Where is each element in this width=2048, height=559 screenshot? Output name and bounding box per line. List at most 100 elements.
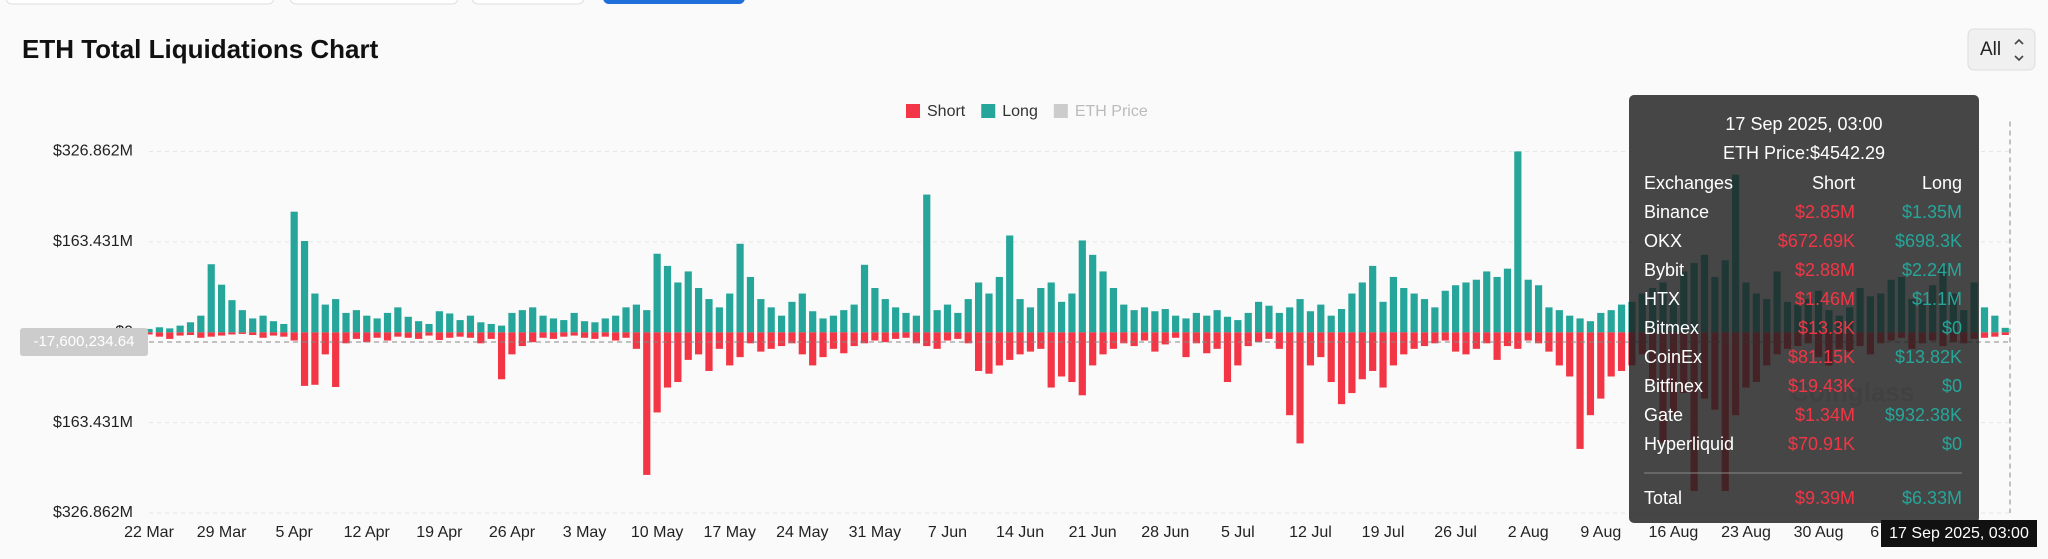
bar: [539, 315, 547, 333]
bar: [1379, 332, 1387, 388]
bar: [363, 332, 371, 343]
bar: [1369, 265, 1377, 333]
bar: [705, 299, 713, 333]
bar: [964, 299, 972, 333]
bar: [394, 332, 402, 337]
tooltip-total: Total: [1644, 488, 1682, 508]
bar: [1493, 276, 1501, 333]
tooltip-cell: $1.35M: [1902, 202, 1962, 222]
bar: [497, 325, 506, 333]
range-select[interactable]: [1967, 28, 2036, 71]
bar: [736, 332, 744, 358]
tab-button[interactable]: [471, 0, 585, 5]
bar: [217, 332, 226, 336]
bar: [695, 288, 703, 333]
crosshair-y-label: -17,600,234.64: [34, 333, 135, 350]
tooltip-cell: Hyperliquid: [1644, 434, 1734, 454]
bar: [1389, 276, 1397, 333]
bar: [497, 332, 506, 380]
bar: [1140, 307, 1149, 333]
bar: [1213, 310, 1221, 333]
bar: [995, 332, 1003, 366]
bar: [933, 310, 941, 333]
bar: [1130, 310, 1138, 333]
bar: [228, 332, 236, 335]
bar: [601, 318, 609, 333]
legend-label: ETH Price: [1075, 103, 1148, 120]
bar: [383, 312, 392, 333]
bar: [290, 211, 298, 333]
x-tick-label: 3 May: [563, 524, 607, 541]
bar: [632, 332, 640, 349]
bar: [1545, 307, 1553, 333]
bar: [964, 332, 972, 344]
bar: [1172, 332, 1180, 338]
bar: [1109, 332, 1118, 349]
bar: [653, 253, 661, 333]
bar: [684, 271, 692, 333]
tooltip-cell: Gate: [1644, 405, 1683, 425]
bar: [746, 332, 755, 344]
bar: [145, 332, 153, 335]
bar: [1327, 315, 1335, 333]
bar: [446, 332, 454, 338]
bar: [1410, 332, 1418, 349]
tooltip-cell: OKX: [1644, 231, 1682, 251]
bar: [1078, 240, 1086, 333]
tooltip-price: ETH Price:$4542.29: [1723, 143, 1885, 163]
bar: [840, 332, 848, 354]
x-tick-label: 28 Jun: [1141, 524, 1189, 541]
tab-button[interactable]: [289, 0, 459, 5]
bar: [840, 310, 848, 333]
bar: [1089, 332, 1097, 366]
tab-button[interactable]: [5, 0, 275, 5]
tooltip-cell: $70.91K: [1788, 434, 1855, 454]
bar: [1379, 301, 1387, 333]
bar: [155, 327, 163, 333]
bar: [1006, 235, 1014, 333]
tooltip-cell: $1.34M: [1795, 405, 1855, 425]
x-tick-label: 2 Aug: [1508, 524, 1549, 541]
bar: [1203, 332, 1211, 354]
bar: [1099, 332, 1107, 355]
bar: [1047, 282, 1055, 333]
bar: [1337, 332, 1346, 405]
bar: [197, 332, 205, 338]
bar: [1617, 332, 1626, 371]
bar: [1576, 332, 1584, 449]
bar: [1597, 312, 1605, 333]
bar: [1306, 311, 1315, 333]
bar: [238, 332, 246, 334]
bar: [695, 332, 703, 355]
bar: [1472, 332, 1480, 349]
bar: [570, 312, 578, 333]
bar: [881, 299, 889, 333]
bar: [1420, 332, 1429, 347]
bar: [1286, 332, 1294, 416]
bar: [487, 332, 495, 339]
bar: [632, 304, 640, 333]
bar: [674, 282, 682, 333]
bar: [435, 311, 443, 333]
bar: [487, 323, 495, 333]
bar: [363, 315, 371, 333]
bar: [539, 332, 547, 338]
bar: [228, 300, 236, 333]
bar: [269, 321, 278, 333]
bar: [1514, 151, 1522, 333]
bar: [321, 332, 329, 355]
bar: [1358, 282, 1366, 333]
bar: [1203, 315, 1211, 333]
bar: [2001, 327, 2009, 333]
bar: [1296, 332, 1304, 444]
bar: [373, 332, 381, 338]
bar: [1037, 288, 1045, 333]
tooltip-cell: HTX: [1644, 289, 1680, 309]
tab-button-active[interactable]: [603, 0, 745, 4]
bar: [1431, 332, 1439, 344]
bar: [352, 332, 360, 339]
legend-swatch: [1053, 104, 1068, 118]
bar: [684, 332, 692, 360]
bar: [923, 332, 931, 347]
bar: [1483, 271, 1491, 333]
